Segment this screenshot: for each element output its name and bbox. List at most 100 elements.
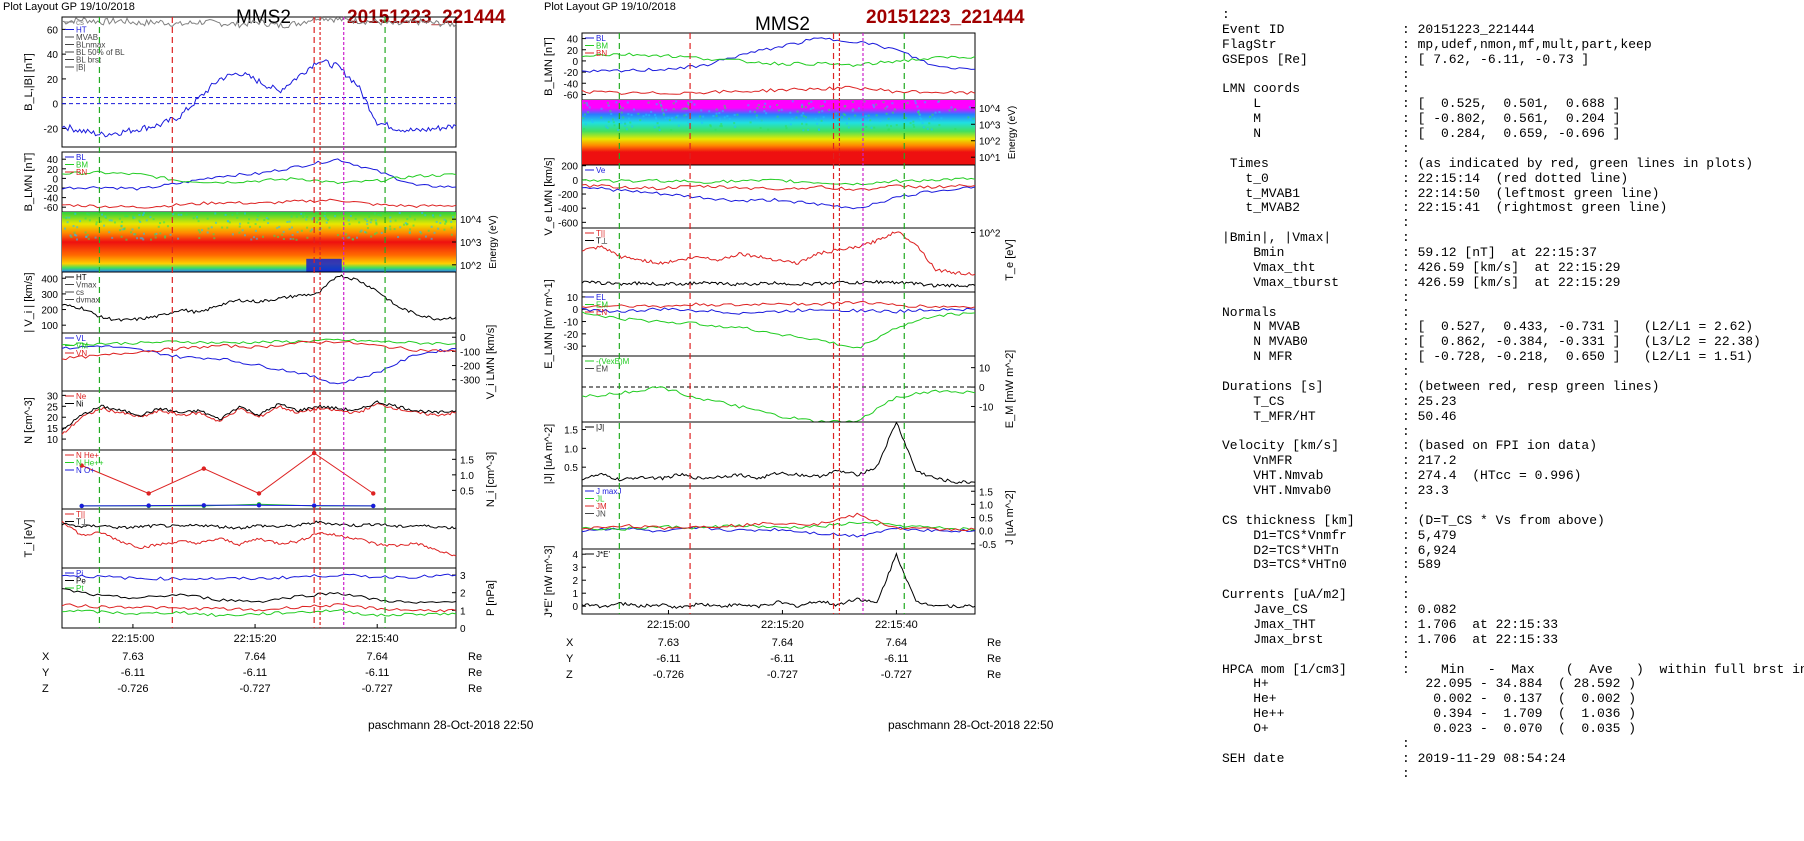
legend-label: BN — [596, 49, 607, 58]
summary-line: : — [1222, 141, 1804, 157]
summary-key: VHT.Nmvab — [1222, 468, 1324, 484]
spectrogram-texture — [120, 225, 123, 228]
spectrogram-texture — [366, 220, 369, 223]
summary-line: Currents [uA/m2]: — [1222, 587, 1804, 603]
summary-value: : (D=T_CS * Vs from above) — [1402, 512, 1605, 528]
spectrogram-texture — [430, 237, 433, 240]
summary-line: D1=TCS*Vnmfr: 5,479 — [1222, 528, 1804, 544]
y-tick-label: 0.5 — [979, 514, 993, 525]
spectrogram-texture — [424, 214, 427, 217]
spectrogram-texture — [228, 221, 231, 224]
spectrogram-texture — [724, 106, 727, 109]
data-point — [311, 503, 317, 508]
spectrogram-texture — [62, 216, 65, 219]
spectrogram-texture — [433, 231, 436, 234]
spectrogram-texture — [624, 122, 627, 125]
y-axis-label: V_i LMN [km/s] — [485, 325, 497, 400]
spectrogram-texture — [95, 223, 98, 226]
spectrogram-texture — [394, 219, 397, 222]
spectrogram-texture — [291, 233, 294, 236]
summary-key — [1222, 573, 1402, 588]
summary-line: He++ 0.394 - 1.709 ( 1.036 ) — [1222, 706, 1804, 722]
spectrogram-texture — [683, 114, 686, 117]
y-tick-label: -20 — [44, 184, 59, 195]
summary-key: t_MVAB1 — [1222, 185, 1301, 201]
spectrogram-texture — [948, 109, 951, 112]
spectrogram-texture — [631, 125, 634, 128]
spectrogram-texture — [404, 222, 407, 225]
position-value: 7.64 — [772, 637, 793, 649]
spectrogram-texture — [714, 128, 717, 131]
summary-value: : — [1402, 304, 1410, 320]
spectrogram-texture — [873, 126, 876, 129]
spectrogram-texture — [424, 235, 427, 238]
summary-value: : — [1402, 587, 1410, 603]
summary-key: Event ID — [1222, 21, 1285, 37]
spectrogram-texture — [675, 100, 678, 103]
series-line — [61, 345, 457, 385]
summary-line: HPCA mom [1/cm3]: Min - Max ( Ave ) with… — [1222, 662, 1804, 678]
spectrogram-texture — [662, 113, 665, 116]
position-unit: Re — [468, 683, 482, 695]
legend-label: N O+ — [76, 466, 95, 475]
summary-line: Normals: — [1222, 304, 1804, 321]
summary-key: Currents [uA/m2] — [1222, 587, 1347, 603]
legend-label: EM — [596, 365, 608, 374]
y-tick-label: -10 — [979, 402, 994, 413]
legend-label: EN — [596, 308, 607, 317]
series-line — [61, 15, 457, 29]
y-tick-label: 2 — [572, 576, 578, 587]
y-tick-label: 0 — [52, 100, 58, 111]
spectrogram-texture — [851, 100, 854, 103]
spectrogram-texture — [653, 126, 656, 129]
spectrogram-texture — [277, 235, 280, 238]
spectrogram-texture — [206, 231, 209, 234]
y-axis-label: N [cm^-3] — [23, 397, 35, 444]
spectrogram-texture — [334, 215, 337, 218]
y-axis-label: P [nPa] — [485, 580, 497, 616]
spectrogram-texture — [210, 226, 213, 229]
position-label: Y — [566, 653, 574, 665]
spectrogram-texture — [619, 106, 622, 109]
spectrogram-texture — [950, 106, 953, 109]
spectrogram-texture — [126, 215, 129, 218]
data-point — [371, 503, 376, 509]
spectrogram-texture — [236, 216, 239, 219]
spectrogram-texture — [393, 228, 396, 231]
summary-value: : 22:15:14 (red dotted line) — [1402, 170, 1629, 186]
spectrogram-texture — [439, 222, 442, 225]
summary-line: Times: (as indicated by red, green lines… — [1222, 156, 1804, 172]
spectrogram-texture — [227, 220, 230, 223]
summary-line: VHT.Nmvab0: 23.3 — [1222, 483, 1804, 499]
spectrogram-texture — [213, 237, 216, 240]
y-tick-label: 0 — [979, 383, 985, 394]
position-value: 7.63 — [658, 637, 679, 649]
spectrogram-texture — [715, 112, 718, 115]
legend-label: BL — [76, 153, 86, 162]
series-line — [581, 311, 976, 349]
spectrogram-texture — [164, 235, 167, 238]
spectrogram-texture — [351, 238, 354, 241]
spectrogram-texture — [419, 230, 422, 233]
series-line — [61, 170, 457, 185]
summary-value: : — [1402, 215, 1410, 231]
spectrogram-texture — [159, 222, 162, 225]
spectrogram-texture — [255, 237, 258, 240]
spectrogram-texture — [291, 226, 294, 229]
spectrogram-texture — [312, 217, 315, 220]
series-line — [581, 300, 976, 309]
spectrogram-texture — [413, 218, 416, 221]
summary-line: He+ 0.002 - 0.137 ( 0.002 ) — [1222, 691, 1804, 707]
y-axis-label: V_e LMN [km/s] — [543, 157, 555, 235]
spectrogram-texture — [105, 216, 108, 219]
position-label: X — [42, 651, 50, 663]
spectrogram-texture — [656, 122, 659, 125]
spectrogram-texture — [328, 226, 331, 229]
spectrogram-texture — [702, 115, 705, 118]
spectrogram-texture — [796, 110, 799, 113]
panel-frame — [581, 548, 976, 615]
spectrogram-texture — [239, 222, 242, 225]
spectrogram-texture — [192, 217, 195, 220]
spectrogram-texture — [289, 237, 292, 240]
spectrogram-texture — [887, 117, 890, 120]
